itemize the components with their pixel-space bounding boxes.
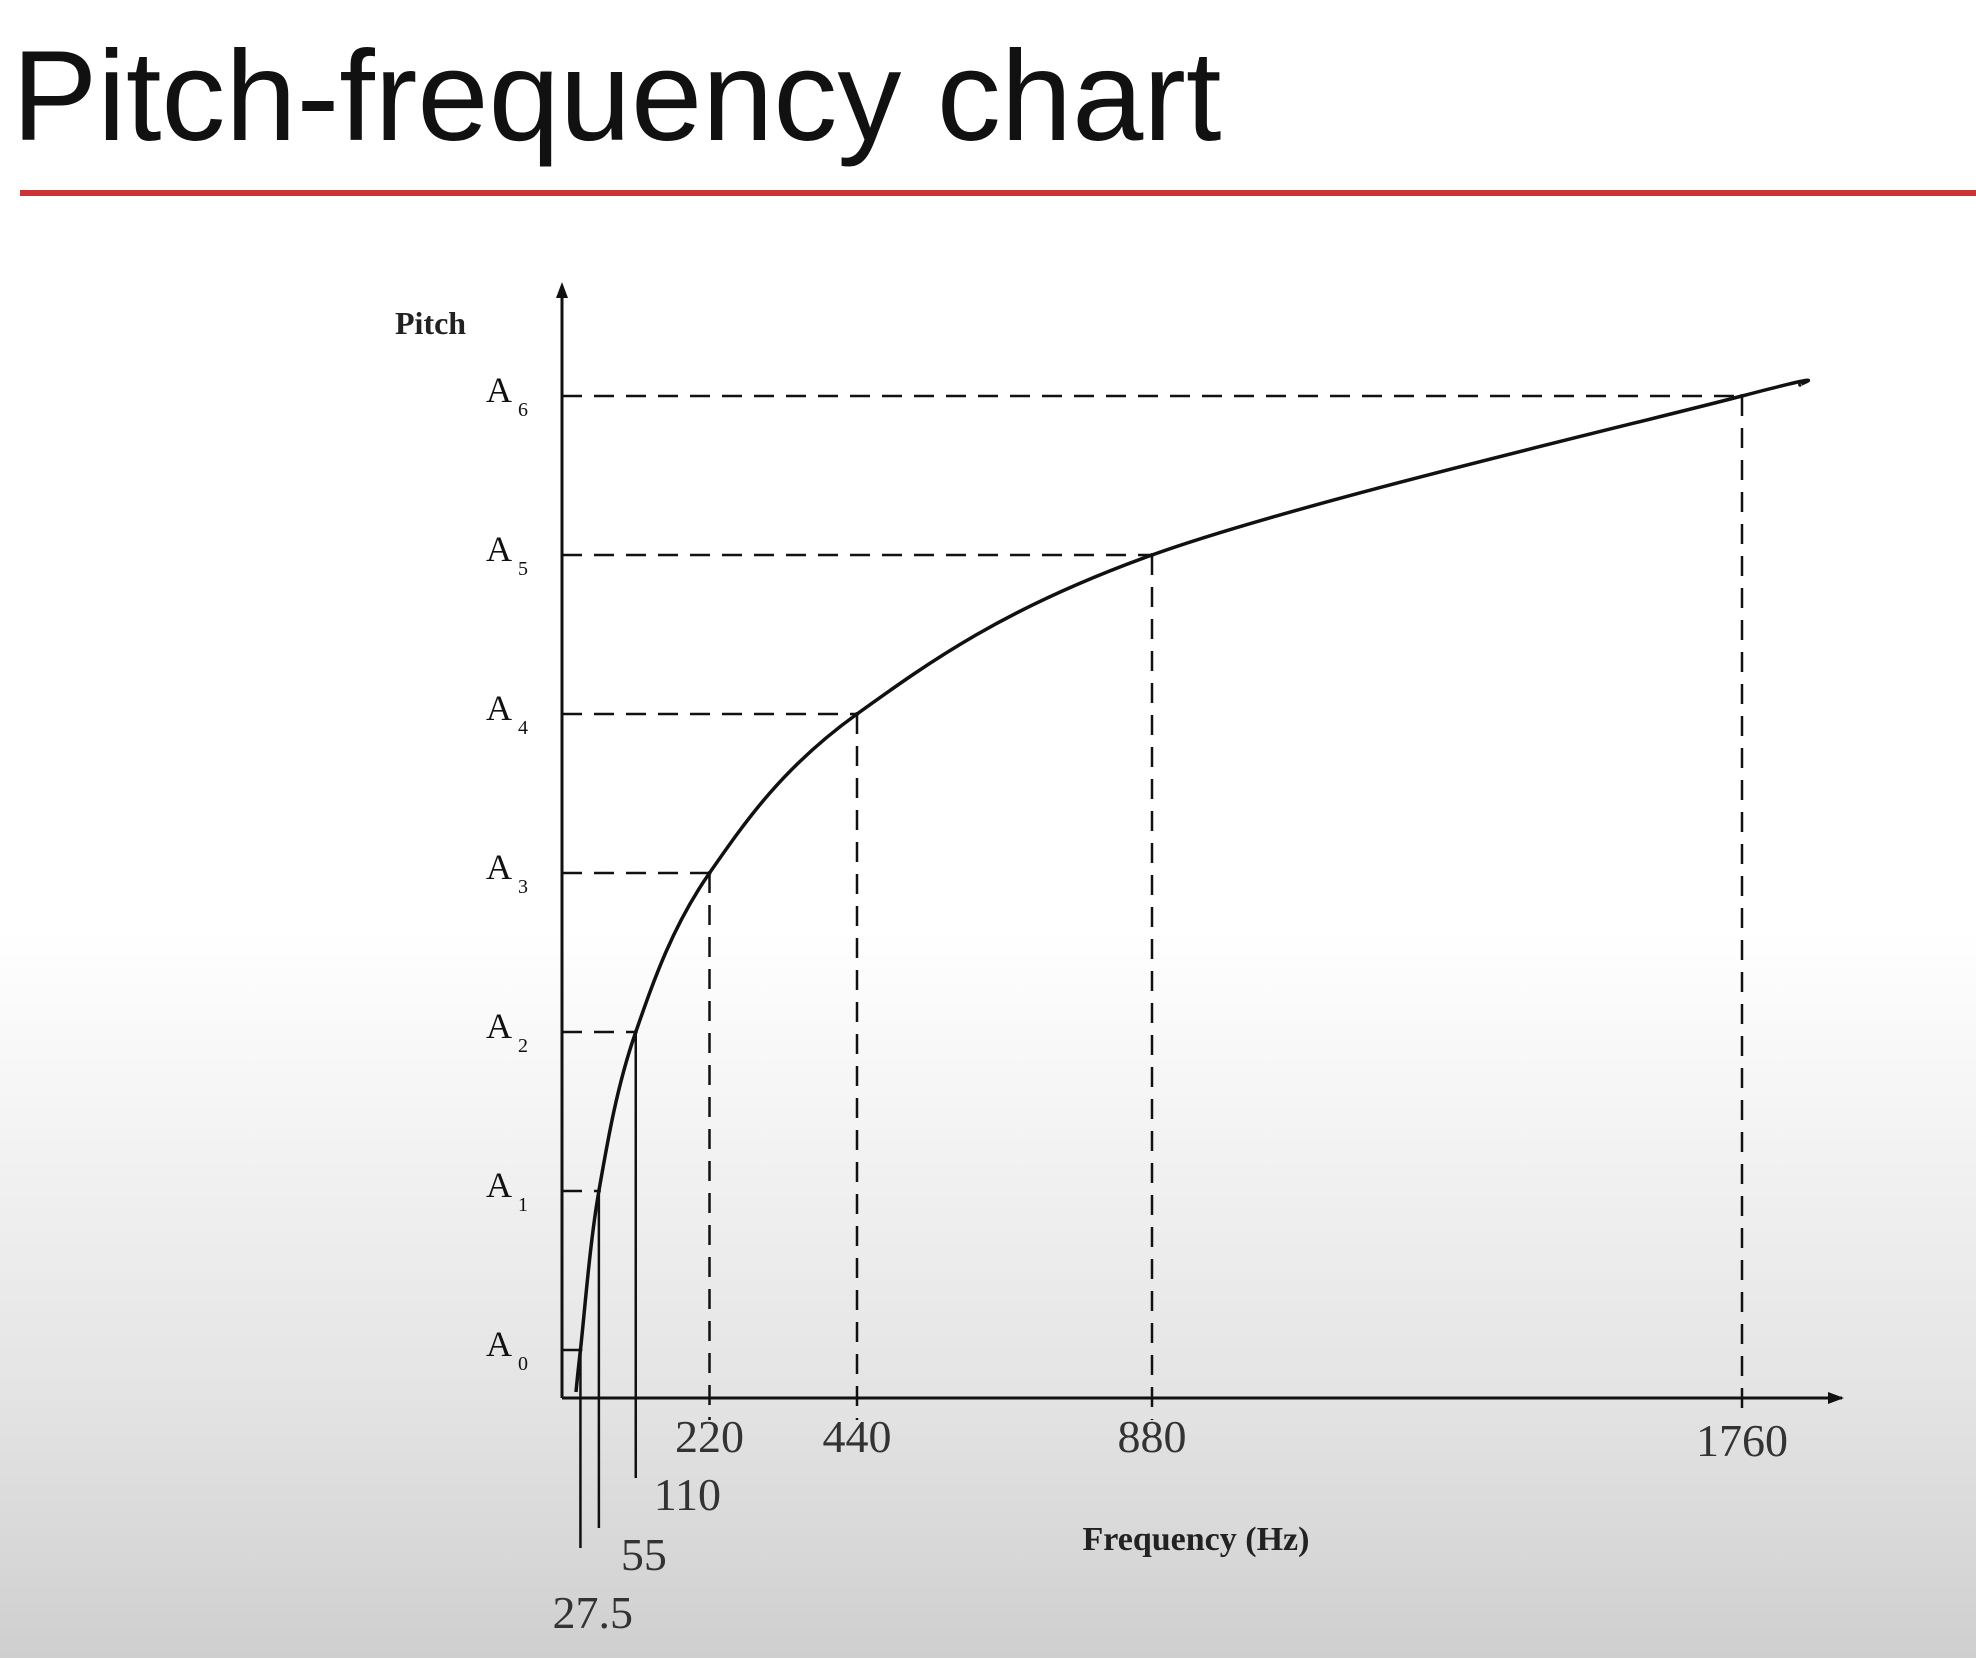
- dashed-guides: [562, 394, 1744, 1548]
- x-axis-arrow: [1828, 1392, 1844, 1404]
- chart-labels: A 0 A 1 A 2 A 3 A 4 A 5 A 6 27.5 55 110 220 440 880 1760 Pitc…: [395, 305, 1788, 1638]
- x-tick-label-6: 1760: [1696, 1415, 1788, 1466]
- x-tick-label-0: 27.5: [552, 1587, 633, 1638]
- x-axis-label: Frequency (Hz): [1083, 1521, 1310, 1558]
- pitch-curve: [574, 378, 1811, 1393]
- chart-axes: [556, 282, 1844, 1404]
- slide-title: Pitch-frequency chart: [12, 25, 1222, 168]
- data-point-4: [855, 712, 859, 716]
- data-point-1: [596, 1189, 601, 1193]
- data-point-3: [707, 871, 712, 875]
- data-point-0: [578, 1348, 583, 1352]
- x-tick-label-1: 55: [621, 1529, 667, 1580]
- x-tick-label-2: 110: [654, 1469, 721, 1520]
- series-line: [574, 378, 1811, 1393]
- x-tick-label-3: 220: [675, 1411, 744, 1462]
- data-point-2: [633, 1030, 638, 1034]
- x-tick-label-4: 440: [823, 1411, 892, 1462]
- data-point-5: [1150, 553, 1154, 557]
- title-divider: [20, 190, 1976, 196]
- data-point-6: [1740, 394, 1744, 398]
- y-axis-arrow: [556, 282, 568, 298]
- x-tick-label-5: 880: [1118, 1411, 1187, 1462]
- y-axis-label: Pitch: [395, 305, 466, 341]
